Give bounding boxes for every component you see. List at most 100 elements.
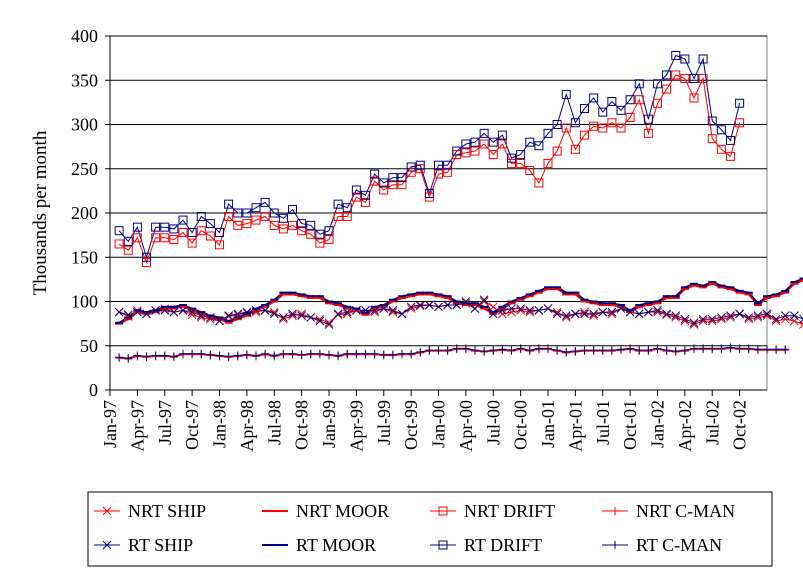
data-point (598, 107, 608, 117)
data-point (297, 311, 306, 321)
data-point (415, 301, 425, 311)
data-point (626, 344, 635, 353)
data-point (589, 309, 598, 319)
data-point (260, 212, 270, 222)
y-tick-label: 200 (71, 203, 98, 223)
data-point (753, 313, 763, 322)
x-tick-label: Jul-00 (483, 400, 503, 445)
data-point (142, 252, 151, 262)
x-tick-label: Oct-01 (620, 400, 640, 450)
data-point (242, 208, 252, 218)
data-point (644, 346, 653, 355)
data-point (160, 233, 170, 243)
data-point (479, 295, 489, 305)
data-point (434, 302, 443, 312)
y-tick-label: 100 (71, 292, 98, 312)
data-point (607, 118, 617, 128)
data-point (671, 311, 681, 321)
data-point (497, 130, 507, 140)
data-point (297, 226, 307, 236)
x-tick-label: Jan-97 (100, 400, 120, 448)
data-point (397, 180, 407, 190)
data-point (662, 310, 671, 320)
data-point (580, 346, 589, 355)
y-tick-label: 50 (80, 336, 98, 356)
data-point (187, 227, 197, 237)
x-tick-label: Jan-99 (319, 400, 339, 448)
data-point (507, 304, 516, 313)
data-point (342, 309, 352, 319)
data-point (315, 238, 325, 248)
data-point (361, 197, 370, 207)
data-point (634, 309, 644, 319)
data-point (306, 229, 316, 239)
data-point (260, 305, 270, 315)
data-point (617, 345, 625, 354)
data-point (278, 213, 288, 223)
data-point (406, 304, 416, 313)
data-point (689, 320, 699, 329)
data-point (315, 316, 325, 326)
legend-marker (611, 507, 619, 515)
data-point (570, 144, 580, 154)
data-point (288, 220, 297, 230)
data-point (206, 350, 215, 359)
legend-marker (438, 506, 448, 516)
data-point (142, 352, 151, 361)
data-point (315, 314, 325, 324)
data-point (698, 316, 708, 326)
data-point (772, 345, 781, 354)
data-point (270, 351, 279, 360)
data-point (224, 352, 233, 361)
data-point (689, 93, 699, 103)
data-point (717, 314, 726, 324)
data-point (333, 310, 343, 320)
data-point (269, 220, 279, 230)
x-tick-label: Jul-02 (702, 400, 722, 445)
legend-label: NRT C-MAN (636, 501, 735, 521)
data-point (561, 311, 571, 321)
data-point (306, 220, 316, 230)
y-tick-label: 300 (71, 115, 98, 135)
legend-item: RT SHIP (94, 535, 193, 555)
data-point (707, 316, 717, 326)
data-point (288, 349, 297, 358)
data-point (698, 314, 708, 324)
data-point (671, 347, 680, 356)
x-tick-label: Oct-98 (292, 400, 312, 450)
data-point (361, 190, 370, 200)
data-point (443, 167, 453, 177)
data-point (352, 349, 361, 358)
data-point (799, 314, 803, 324)
data-point (306, 313, 316, 322)
data-point (325, 350, 333, 359)
data-point (689, 318, 699, 328)
data-point (498, 309, 507, 319)
data-point (589, 346, 598, 355)
data-point (534, 141, 544, 151)
data-point (698, 73, 708, 83)
data-point (753, 311, 763, 321)
data-point (416, 347, 425, 356)
data-point (470, 304, 480, 313)
x-tick-label: Jul-01 (593, 400, 613, 445)
data-point (324, 320, 334, 329)
data-point (425, 346, 434, 355)
data-point (406, 162, 416, 172)
data-point (306, 349, 315, 358)
data-point (178, 215, 188, 225)
data-point (333, 309, 343, 319)
data-point (744, 344, 753, 353)
data-point (625, 95, 635, 105)
data-point (616, 123, 626, 133)
data-point (543, 158, 553, 168)
legend: NRT SHIP NRT MOOR NRT DRIFT NRT C-MAN RT SHI… (94, 501, 735, 555)
data-point (662, 346, 671, 355)
legend-label: RT DRIFT (464, 535, 542, 555)
data-point (215, 351, 224, 360)
data-point (735, 98, 745, 108)
data-point (625, 112, 635, 122)
data-point (169, 224, 179, 234)
data-point (653, 307, 662, 317)
legend-item: RT MOOR (262, 535, 376, 555)
